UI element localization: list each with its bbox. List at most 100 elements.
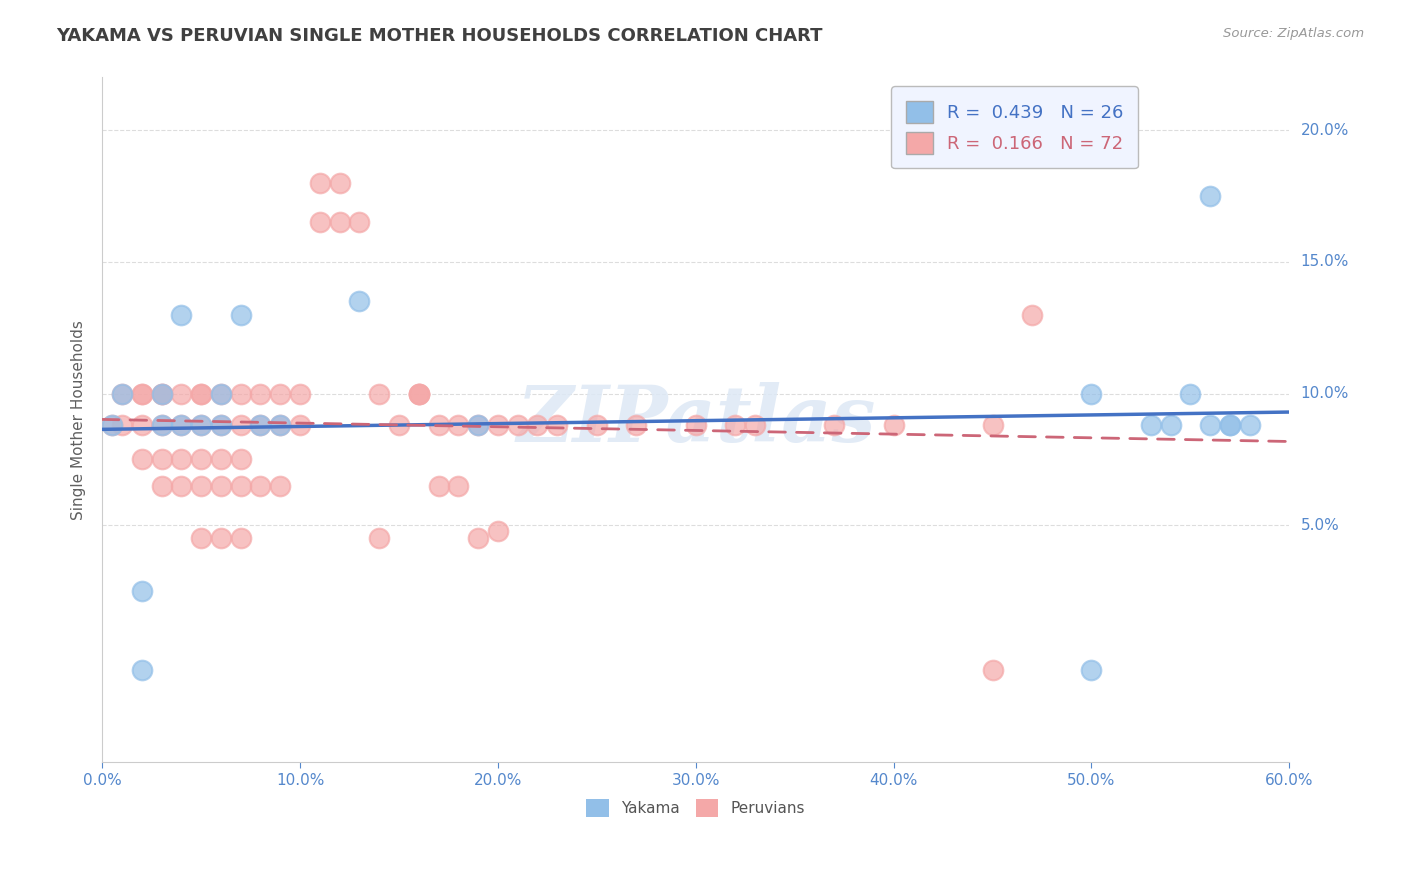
Point — [131, 418, 153, 433]
Point — [329, 215, 352, 229]
Point — [1080, 663, 1102, 677]
Point — [1219, 418, 1241, 433]
Text: 15.0%: 15.0% — [1301, 254, 1348, 269]
Point — [329, 176, 352, 190]
Point — [486, 418, 509, 433]
Point — [190, 386, 212, 401]
Point — [349, 294, 371, 309]
Point — [150, 386, 173, 401]
Point — [308, 215, 330, 229]
Point — [190, 418, 212, 433]
Point — [1199, 418, 1222, 433]
Point — [209, 386, 232, 401]
Point — [467, 418, 489, 433]
Point — [209, 479, 232, 493]
Point — [111, 386, 134, 401]
Point — [249, 418, 271, 433]
Point — [229, 386, 252, 401]
Point — [1160, 418, 1182, 433]
Point — [150, 452, 173, 467]
Legend: Yakama, Peruvians: Yakama, Peruvians — [581, 792, 811, 823]
Point — [101, 418, 124, 433]
Text: 10.0%: 10.0% — [1301, 386, 1348, 401]
Point — [209, 452, 232, 467]
Point — [170, 418, 193, 433]
Point — [447, 418, 470, 433]
Point — [546, 418, 568, 433]
Point — [229, 532, 252, 546]
Point — [427, 418, 450, 433]
Point — [883, 418, 905, 433]
Point — [209, 418, 232, 433]
Point — [526, 418, 548, 433]
Point — [111, 386, 134, 401]
Point — [388, 418, 411, 433]
Point — [506, 418, 529, 433]
Point — [308, 176, 330, 190]
Point — [209, 418, 232, 433]
Point — [408, 386, 430, 401]
Point — [269, 386, 291, 401]
Point — [269, 418, 291, 433]
Point — [1239, 418, 1261, 433]
Point — [170, 418, 193, 433]
Point — [190, 418, 212, 433]
Point — [1219, 418, 1241, 433]
Point — [626, 418, 648, 433]
Point — [1080, 386, 1102, 401]
Point — [249, 479, 271, 493]
Point — [1140, 418, 1163, 433]
Point — [131, 386, 153, 401]
Point — [408, 386, 430, 401]
Point — [190, 532, 212, 546]
Point — [269, 418, 291, 433]
Text: 20.0%: 20.0% — [1301, 122, 1348, 137]
Point — [981, 663, 1004, 677]
Point — [467, 532, 489, 546]
Point — [170, 386, 193, 401]
Point — [190, 452, 212, 467]
Text: Source: ZipAtlas.com: Source: ZipAtlas.com — [1223, 27, 1364, 40]
Point — [150, 386, 173, 401]
Point — [229, 452, 252, 467]
Point — [150, 418, 173, 433]
Point — [288, 418, 311, 433]
Point — [408, 386, 430, 401]
Point — [1021, 308, 1043, 322]
Text: ZIPatlas: ZIPatlas — [516, 382, 876, 458]
Y-axis label: Single Mother Households: Single Mother Households — [72, 320, 86, 520]
Point — [101, 418, 124, 433]
Point — [190, 479, 212, 493]
Point — [150, 418, 173, 433]
Point — [209, 532, 232, 546]
Point — [150, 479, 173, 493]
Point — [427, 479, 450, 493]
Point — [190, 386, 212, 401]
Point — [288, 386, 311, 401]
Point — [1199, 189, 1222, 203]
Point — [368, 532, 391, 546]
Point — [131, 386, 153, 401]
Point — [368, 386, 391, 401]
Text: YAKAMA VS PERUVIAN SINGLE MOTHER HOUSEHOLDS CORRELATION CHART: YAKAMA VS PERUVIAN SINGLE MOTHER HOUSEHO… — [56, 27, 823, 45]
Point — [467, 418, 489, 433]
Point — [585, 418, 607, 433]
Point — [724, 418, 747, 433]
Point — [229, 308, 252, 322]
Point — [447, 479, 470, 493]
Point — [209, 386, 232, 401]
Point — [170, 479, 193, 493]
Point — [111, 418, 134, 433]
Point — [823, 418, 845, 433]
Point — [131, 584, 153, 599]
Point — [131, 663, 153, 677]
Point — [229, 418, 252, 433]
Point — [269, 479, 291, 493]
Point — [249, 418, 271, 433]
Point — [1180, 386, 1202, 401]
Point — [170, 452, 193, 467]
Point — [685, 418, 707, 433]
Point — [150, 386, 173, 401]
Point — [981, 418, 1004, 433]
Point — [249, 386, 271, 401]
